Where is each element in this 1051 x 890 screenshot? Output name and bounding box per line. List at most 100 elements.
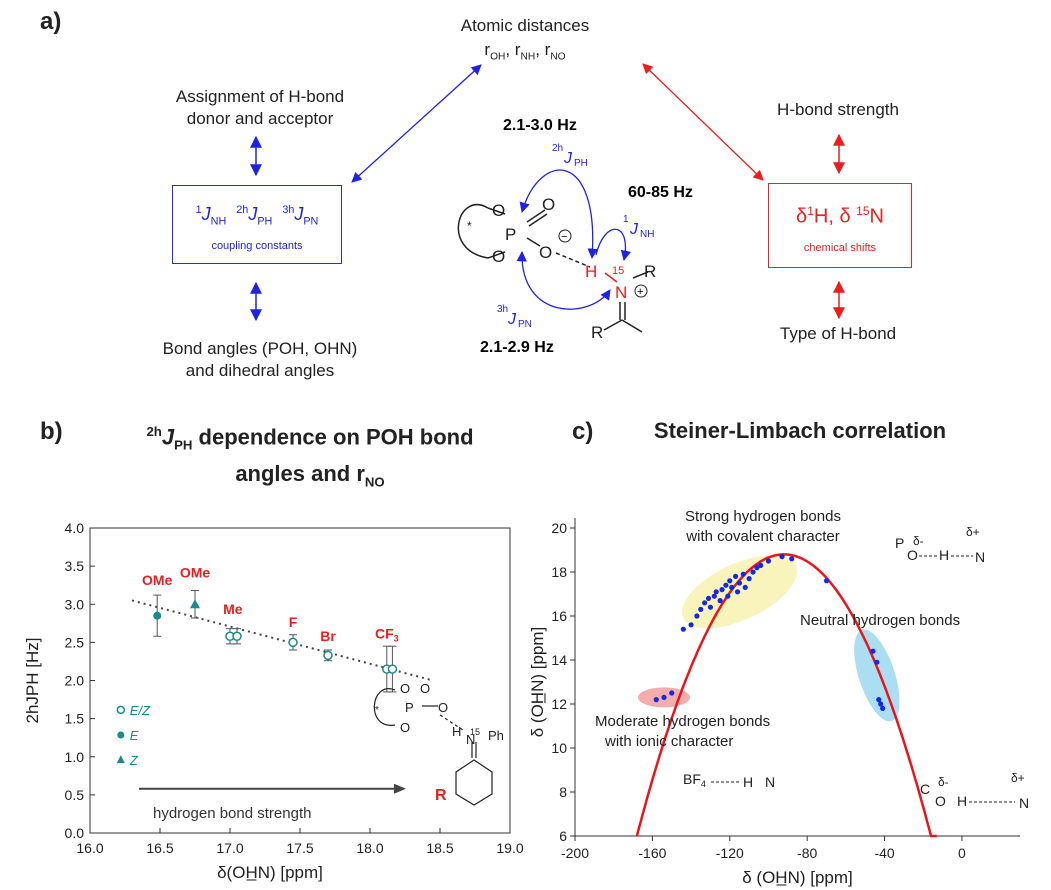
panel-c-label: c)	[572, 418, 594, 445]
legend-filled-circle-icon	[117, 731, 125, 739]
substituent-label: Me	[223, 601, 243, 617]
y-tick-label: 3.5	[65, 558, 85, 574]
mol-R1: R	[644, 262, 656, 281]
panel-b-title: 2hJPH dependence on POH bond angles and …	[146, 424, 474, 490]
data-point	[750, 569, 756, 575]
substituent-label: Br	[320, 628, 336, 644]
label-3h-sup: 3h	[497, 304, 508, 315]
neutral-region-highlight	[854, 629, 900, 722]
frag-N3: N	[765, 774, 775, 790]
inset-H: H	[452, 724, 461, 739]
data-point	[711, 593, 717, 599]
inset-ring	[373, 688, 396, 726]
x-axis-label: δ(OH̲N) [ppm]	[217, 863, 323, 882]
legend-label: Z	[129, 753, 139, 768]
bond-angles-text: Bond angles (POH, OHN) and dihedral angle…	[162, 339, 358, 380]
panel-a-label: a)	[40, 8, 62, 35]
data-point-open	[323, 650, 333, 661]
mol-P: P	[505, 225, 516, 244]
legend-label: E	[130, 728, 139, 743]
data-point	[698, 606, 704, 612]
data-point-filled	[153, 611, 162, 620]
data-point	[717, 598, 723, 604]
x-tick-label: -80	[797, 845, 817, 861]
substituent-sub: 3	[394, 634, 399, 644]
data-point	[732, 573, 739, 579]
data-point	[653, 697, 659, 703]
frag-O: O	[907, 547, 918, 563]
x-tick-label: -200	[561, 845, 589, 861]
y-tick-label: 14	[551, 652, 567, 668]
y-tick-label: 8	[559, 784, 567, 800]
y-tick-label: 10	[551, 740, 567, 756]
y-tick-label: 20	[551, 520, 567, 536]
label-2h-sub: PH	[574, 158, 588, 169]
mol-star: *	[467, 219, 472, 233]
data-point	[719, 587, 725, 593]
inset-Ph: Ph	[488, 728, 504, 743]
data-point	[880, 705, 886, 711]
value-3h: 2.1-2.9 Hz	[480, 339, 554, 356]
data-point-open	[387, 664, 398, 674]
label-2h-J: J	[563, 150, 573, 167]
x-tick-label: 18.0	[356, 840, 383, 856]
strength-arrowhead	[394, 783, 406, 794]
plus-charge-icon	[634, 284, 648, 298]
frag-C: C	[920, 781, 930, 797]
arrow-3h-coupling	[516, 250, 611, 310]
frag-O2: O	[935, 793, 946, 809]
frag-N: N	[975, 549, 985, 565]
data-point	[669, 690, 675, 696]
inset-N15: 15	[470, 727, 480, 737]
y-tick-label: 0.0	[65, 825, 85, 841]
arrow-2h-coupling	[519, 169, 598, 260]
x-tick-label: -40	[874, 845, 894, 861]
y-tick-label: 1.5	[65, 711, 85, 727]
chemical-shifts-caption: chemical shifts	[803, 242, 877, 254]
frag-dminus2: δ-	[938, 775, 949, 789]
arrow-distances-coupling	[351, 64, 482, 183]
mol-H: H	[585, 262, 597, 281]
x-axis-label: δ (OH̲N) [ppm]	[742, 868, 853, 887]
coupling-constants-symbols: 1JNH 2hJPH 3hJPN	[195, 204, 319, 228]
moderate-region-label: with ionic character	[604, 733, 733, 750]
y-tick-label: 6	[559, 828, 567, 844]
bf4-sub: 4	[701, 779, 706, 789]
neutral-region-label: Neutral hydrogen bonds	[800, 612, 960, 629]
data-point	[876, 697, 882, 703]
frag-H: H	[939, 547, 949, 563]
data-point-open	[232, 631, 242, 642]
coupling-constants-caption: coupling constants	[211, 240, 303, 252]
strong-region-label: Strong hydrogen bonds	[685, 508, 841, 525]
data-point	[694, 613, 700, 619]
y-axis-label: 2hJPH [Hz]	[23, 638, 42, 724]
mol-N15: 15	[612, 265, 624, 277]
y-tick-label: 3.0	[65, 596, 85, 612]
data-point	[742, 584, 748, 590]
value-1: 60-85 Hz	[628, 184, 693, 201]
frag-H2: H	[957, 793, 967, 809]
x-tick-label: 16.0	[76, 840, 103, 856]
panel-a-diagram: * P O O O O R R − H N 15 + 2.1-3.0 Hz 60…	[250, 63, 845, 356]
data-point-open	[288, 637, 298, 648]
data-point	[746, 576, 752, 582]
mol-O-a: O	[492, 201, 505, 220]
bf4-label: BF4	[683, 771, 706, 789]
data-point	[680, 626, 686, 632]
label-3h-sub: PN	[518, 319, 532, 330]
x-tick-label: 18.5	[426, 840, 453, 856]
y-tick-label: 16	[551, 608, 567, 624]
legend-label: E/Z	[130, 703, 151, 718]
data-point	[661, 694, 667, 700]
substituent-label: OMe	[180, 565, 211, 581]
inset-hbond	[439, 714, 464, 731]
arrow-distances-shifts	[642, 63, 764, 181]
arrow-1-coupling	[595, 228, 632, 262]
mol-O-b: O	[492, 247, 505, 266]
label-1-sub: NH	[640, 229, 654, 240]
chemical-shifts-box: δ1H, δ 15N chemical shifts	[768, 183, 912, 268]
inset-O1: O	[400, 681, 410, 696]
legend-open-circle-icon	[116, 705, 126, 715]
data-point	[789, 556, 795, 562]
mol-minus: −	[561, 231, 567, 243]
